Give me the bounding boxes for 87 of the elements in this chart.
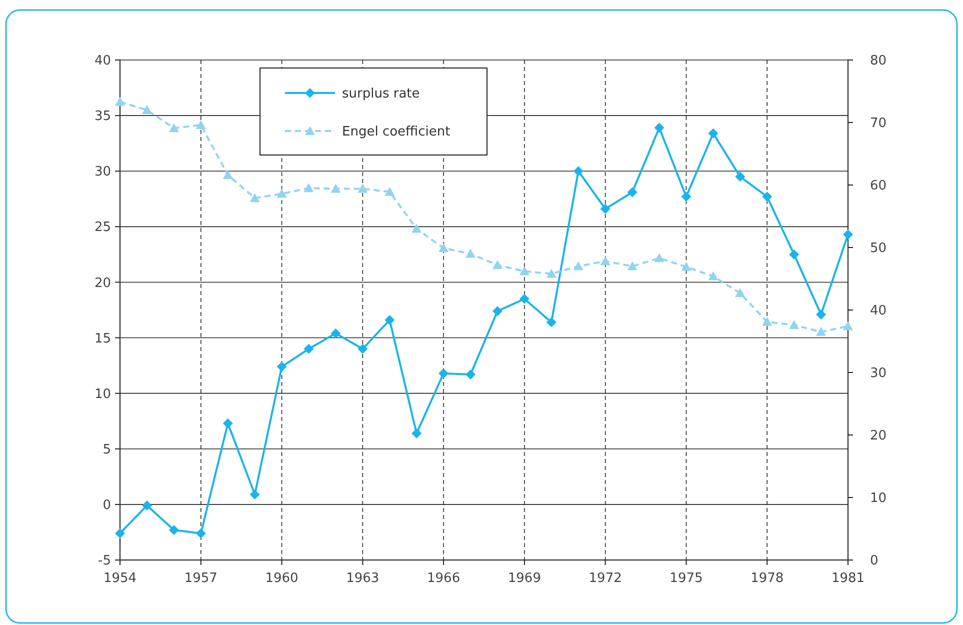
y2-tick-label: 30: [870, 366, 887, 382]
point: [816, 309, 826, 320]
point: [573, 166, 584, 176]
point: [681, 262, 692, 271]
point: [358, 344, 368, 354]
point: [330, 328, 341, 338]
y2-tick-label: 10: [870, 491, 887, 506]
x-tick-label: 1957: [184, 571, 218, 586]
point: [708, 271, 718, 280]
point: [519, 266, 530, 276]
y-tick-label: 0: [102, 498, 111, 513]
point: [115, 528, 125, 538]
y-tick-label: 20: [94, 276, 111, 291]
point: [843, 229, 853, 240]
y-tick-label: 35: [94, 109, 111, 124]
point: [681, 192, 692, 202]
point: [142, 500, 152, 511]
x-tick-label: 1975: [670, 571, 703, 586]
point: [546, 317, 556, 328]
point: [196, 528, 206, 538]
point: [654, 253, 664, 262]
y2-tick-label: 20: [870, 428, 887, 444]
point: [250, 489, 260, 500]
point: [492, 306, 502, 316]
y-tick-label: -5: [98, 554, 111, 569]
point: [168, 123, 179, 132]
x-tick-label: 1972: [588, 571, 622, 586]
point: [735, 172, 746, 182]
point: [384, 315, 395, 325]
point: [412, 428, 422, 438]
point: [708, 128, 718, 138]
point: [762, 192, 772, 202]
point: [600, 204, 610, 214]
point: [115, 96, 125, 106]
point: [276, 188, 287, 198]
y-tick-label: 25: [94, 220, 111, 236]
point: [222, 170, 233, 179]
point: [735, 288, 746, 298]
point: [546, 268, 556, 278]
x-tick-label: 1963: [346, 571, 380, 586]
point: [358, 184, 368, 193]
y-tick-label: 5: [102, 442, 111, 458]
point: [222, 418, 233, 428]
point: [600, 256, 610, 266]
point: [142, 105, 152, 114]
x-tick-label: 1954: [103, 571, 137, 586]
point: [412, 224, 422, 233]
x-tick-label: 1969: [508, 571, 541, 586]
point: [816, 326, 826, 336]
y2-tick-label: 0: [870, 554, 878, 569]
y2-tick-label: 60: [870, 178, 887, 194]
y2-tick-label: 70: [870, 116, 887, 132]
y-tick-label: 15: [94, 331, 111, 346]
legend-label: surplus rate: [342, 86, 420, 102]
y2-tick-label: 40: [870, 304, 887, 319]
x-tick-label: 1966: [427, 571, 460, 586]
point: [519, 294, 530, 304]
point: [168, 525, 179, 535]
point: [627, 261, 638, 270]
point: [789, 320, 800, 329]
point: [654, 122, 664, 133]
y-tick-label: 40: [94, 54, 111, 69]
y-tick-label: 30: [94, 164, 111, 180]
point: [438, 368, 449, 378]
point: [492, 260, 502, 269]
point: [438, 243, 449, 252]
y-tick-label: 10: [94, 386, 111, 402]
point: [276, 362, 287, 372]
point: [304, 344, 314, 354]
point: [250, 193, 260, 202]
point: [196, 120, 206, 129]
legend-label: Engel coefficient: [342, 124, 450, 140]
point: [627, 187, 638, 198]
point: [762, 316, 772, 326]
x-tick-label: 1981: [831, 571, 865, 586]
point: [330, 184, 341, 193]
point: [843, 321, 853, 330]
y2-tick-label: 80: [870, 54, 887, 69]
point: [304, 183, 314, 192]
y2-tick-label: 50: [870, 241, 887, 256]
point: [384, 186, 395, 196]
point: [789, 249, 800, 260]
point: [466, 369, 476, 380]
point: [466, 248, 476, 258]
x-tick-label: 1960: [265, 571, 298, 586]
point: [573, 261, 584, 270]
x-tick-label: 1978: [750, 571, 784, 586]
